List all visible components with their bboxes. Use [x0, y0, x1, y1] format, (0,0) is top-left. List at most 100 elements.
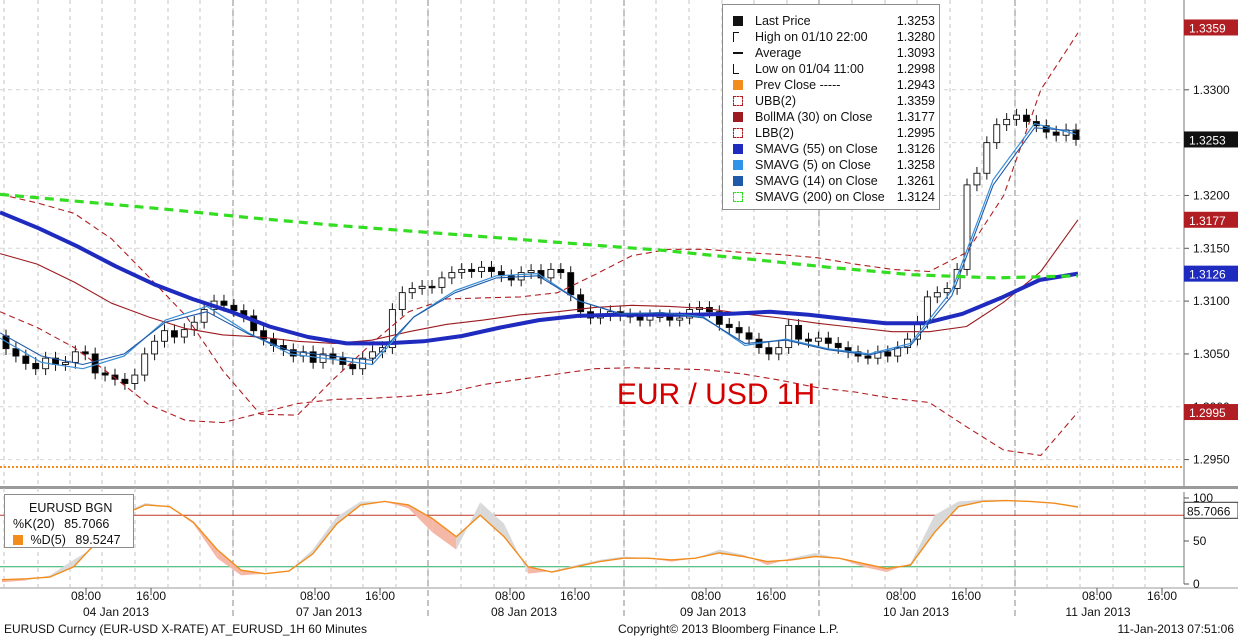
- osc-fill: [384, 501, 409, 509]
- candle-body: [408, 287, 416, 294]
- candle-body: [567, 272, 575, 296]
- y-tick-label: 1.3050: [1193, 347, 1230, 361]
- x-tick-label: 16:00: [756, 589, 786, 603]
- legend-label: SMAVG (14) on Close: [755, 174, 878, 188]
- price-legend[interactable]: Last Price 1.3253 High on 01/10 22:00 1.328…: [722, 4, 940, 210]
- candle-body: [121, 378, 129, 384]
- candle-body: [943, 287, 951, 294]
- candle-body: [131, 374, 139, 384]
- x-tick-label: 16:00: [1147, 589, 1177, 603]
- legend-entry[interactable]: Last Price 1.3253: [723, 13, 939, 29]
- osc-fill: [791, 553, 815, 560]
- osc-fill: [480, 502, 505, 537]
- legend-label: High on 01/10 22:00: [755, 30, 868, 44]
- last-value-label: 1.3126: [1189, 268, 1226, 282]
- x-day-label: 07 Jan 2013: [296, 605, 362, 619]
- candle-body: [349, 364, 357, 370]
- x-tick-label: 16:00: [365, 589, 395, 603]
- x-tick-label: 08:00: [495, 589, 525, 603]
- last-value-label: 1.3359: [1189, 21, 1226, 35]
- legend-label: BollMA (30) on Close: [755, 110, 873, 124]
- last-value-label: 1.3253: [1189, 133, 1226, 147]
- candle-body: [676, 317, 684, 321]
- legend-label: Average: [755, 46, 802, 60]
- candle-body: [151, 340, 159, 355]
- stoch-k-value: 85.7066: [64, 517, 110, 531]
- y-tick-label: 1.2950: [1193, 453, 1230, 467]
- x-day-label: 11 Jan 2013: [1065, 605, 1130, 619]
- average-line-icon: [733, 52, 743, 54]
- legend-label: SMAVG (200) on Close: [755, 190, 885, 204]
- legend-entry[interactable]: Average 1.3093: [723, 45, 939, 61]
- legend-swatch: [733, 160, 743, 170]
- candle-body: [1052, 131, 1060, 136]
- stoch-d-swatch: [13, 535, 23, 545]
- series-line-2: [0, 311, 1079, 456]
- legend-entry[interactable]: UBB(2) 1.3359: [723, 93, 939, 109]
- candle-body: [478, 266, 486, 272]
- osc-tick-label: 50: [1193, 534, 1207, 548]
- legend-entry[interactable]: SMAVG (200) on Close 1.3124: [723, 189, 939, 205]
- legend-entry[interactable]: SMAVG (14) on Close 1.3261: [723, 173, 939, 189]
- osc-fill: [288, 549, 313, 572]
- series-line-6: [0, 192, 1079, 280]
- candle-body: [418, 285, 426, 289]
- candle-body: [170, 330, 178, 338]
- candle-body: [963, 184, 971, 270]
- osc-tick-label: 0: [1193, 577, 1200, 591]
- candle-body: [834, 342, 842, 349]
- legend-value: 1.3280: [896, 30, 935, 44]
- candle-body: [200, 309, 208, 323]
- candle-body: [735, 327, 743, 334]
- legend-entry[interactable]: High on 01/10 22:00 1.3280: [723, 29, 939, 45]
- candle-body: [71, 351, 79, 363]
- legend-label: Prev Close -----: [755, 78, 841, 92]
- legend-entry[interactable]: SMAVG (55) on Close 1.3126: [723, 141, 939, 157]
- x-day-label: 08 Jan 2013: [491, 605, 557, 619]
- last-value-tag: [1184, 131, 1238, 148]
- legend-entry[interactable]: BollMA (30) on Close 1.3177: [723, 109, 939, 125]
- candle-body: [101, 372, 109, 376]
- osc-fill: [456, 502, 481, 550]
- osc-fill: [719, 549, 744, 557]
- legend-label: UBB(2): [755, 94, 796, 108]
- osc-fill: [838, 558, 863, 567]
- candle-body: [805, 338, 812, 342]
- candle-body: [260, 330, 268, 340]
- osc-fill: [934, 501, 959, 533]
- legend-value: 1.3093: [896, 46, 935, 60]
- legend-entry[interactable]: Prev Close ----- 1.2943: [723, 77, 939, 93]
- candle-body: [220, 300, 228, 306]
- candle-body: [438, 277, 446, 288]
- candle-body: [953, 268, 961, 289]
- last-value-tag: [1184, 404, 1238, 421]
- legend-swatch: [733, 176, 743, 186]
- legend-entry[interactable]: Low on 01/04 11:00 1.2998: [723, 61, 939, 77]
- legend-swatch: [733, 112, 743, 122]
- legend-swatch-dashed: [733, 96, 743, 106]
- legend-entry[interactable]: LBB(2) 1.2995: [723, 125, 939, 141]
- series-line-3: [0, 210, 1079, 346]
- legend-value: 1.3359: [896, 94, 935, 108]
- x-tick-label: 08:00: [1082, 589, 1112, 603]
- legend-label: SMAVG (5) on Close: [755, 158, 871, 172]
- x-tick-label: 08:00: [691, 589, 721, 603]
- stoch-d-line: [1, 499, 1079, 581]
- legend-entry[interactable]: SMAVG (5) on Close 1.3258: [723, 157, 939, 173]
- candle-body: [428, 285, 436, 289]
- legend-swatch: [733, 16, 743, 26]
- candle-body: [369, 351, 377, 359]
- candle-body: [775, 347, 783, 355]
- candle-body: [894, 347, 902, 357]
- x-tick-label: 16:00: [136, 589, 166, 603]
- legend-value: 1.2995: [896, 126, 935, 140]
- osc-fill: [910, 515, 935, 566]
- candle-body: [22, 355, 30, 364]
- candle-body: [230, 304, 238, 312]
- candle-body: [161, 330, 168, 342]
- legend-label: Last Price: [755, 14, 811, 28]
- oscillator-legend[interactable]: EURUSD BGN %K(20) 85.7066 %D(5) 89.5247: [4, 494, 134, 548]
- candle-body: [289, 349, 297, 357]
- candle-body: [933, 292, 941, 298]
